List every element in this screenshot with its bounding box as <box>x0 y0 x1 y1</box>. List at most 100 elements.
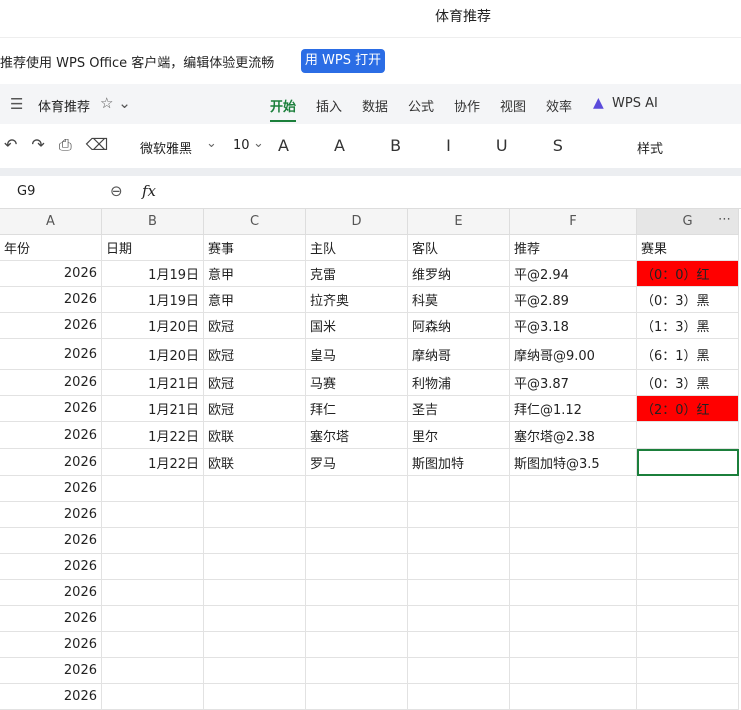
cell[interactable] <box>306 528 408 554</box>
cell[interactable]: 1月20日 <box>102 313 204 339</box>
cell[interactable] <box>408 554 510 580</box>
menu-tab[interactable]: 协作 <box>454 100 481 115</box>
cell[interactable]: 拜仁@1.12 <box>510 396 637 422</box>
cell[interactable] <box>204 502 306 528</box>
cell[interactable] <box>408 580 510 606</box>
cell[interactable] <box>306 606 408 632</box>
cell[interactable] <box>408 606 510 632</box>
cell[interactable] <box>637 449 739 476</box>
column-header[interactable]: A <box>0 209 102 235</box>
cell[interactable]: 拉齐奥 <box>306 287 408 313</box>
cell[interactable]: 2026 <box>0 528 102 554</box>
cell[interactable]: 2026 <box>0 554 102 580</box>
menu-tab[interactable]: 公式 <box>408 100 435 115</box>
cell[interactable]: 欧冠 <box>204 339 306 370</box>
menu-tab[interactable]: 效率 <box>546 100 573 115</box>
cell[interactable]: 斯图加特@3.5 <box>510 449 637 476</box>
cell[interactable] <box>306 658 408 684</box>
fx[interactable]: fx <box>142 182 157 200</box>
cell[interactable] <box>102 632 204 658</box>
toolbar-icons[interactable]: ↶↷⎙⌫ <box>4 135 123 154</box>
cell[interactable]: 平@2.89 <box>510 287 637 313</box>
cell[interactable] <box>510 528 637 554</box>
cell[interactable]: 科莫 <box>408 287 510 313</box>
cell[interactable]: 拜仁 <box>306 396 408 422</box>
font-size[interactable]: 10 <box>233 138 250 153</box>
star-icon[interactable]: ☆ ⌄ <box>100 94 131 112</box>
cell[interactable]: 欧联 <box>204 422 306 449</box>
cell[interactable] <box>510 476 637 502</box>
cell[interactable] <box>204 554 306 580</box>
cell[interactable] <box>408 476 510 502</box>
cell[interactable]: 2026 <box>0 449 102 476</box>
cell[interactable]: 1月22日 <box>102 422 204 449</box>
cell[interactable]: 2026 <box>0 606 102 632</box>
menu-tab[interactable]: 数据 <box>362 100 389 115</box>
cell[interactable] <box>510 502 637 528</box>
cell[interactable]: 里尔 <box>408 422 510 449</box>
cell[interactable]: 1月21日 <box>102 396 204 422</box>
cell[interactable]: （2：0）红 <box>637 396 739 422</box>
cell[interactable]: 圣吉 <box>408 396 510 422</box>
cell[interactable]: 阿森纳 <box>408 313 510 339</box>
cell[interactable]: 国米 <box>306 313 408 339</box>
open-button[interactable]: 用 WPS 打开 <box>301 49 385 73</box>
cell[interactable] <box>637 422 739 449</box>
cell[interactable] <box>510 658 637 684</box>
cell[interactable] <box>510 684 637 710</box>
cell[interactable]: 2026 <box>0 287 102 313</box>
column-header[interactable]: F <box>510 209 637 235</box>
column-header[interactable]: G <box>637 209 739 235</box>
cell[interactable] <box>102 528 204 554</box>
cell[interactable]: 1月20日 <box>102 339 204 370</box>
cell[interactable]: 欧冠 <box>204 396 306 422</box>
cell[interactable]: 塞尔塔@2.38 <box>510 422 637 449</box>
cell[interactable]: 克雷 <box>306 261 408 287</box>
cell[interactable] <box>204 580 306 606</box>
cell[interactable] <box>102 606 204 632</box>
cell[interactable]: （0：0）红 <box>637 261 739 287</box>
cell[interactable]: 客队 <box>408 235 510 261</box>
doc-name[interactable]: 体育推荐 <box>38 100 91 115</box>
cell[interactable]: 摩纳哥@9.00 <box>510 339 637 370</box>
cell[interactable]: 2026 <box>0 684 102 710</box>
cell[interactable] <box>510 580 637 606</box>
cell[interactable]: 年份 <box>0 235 102 261</box>
cell[interactable] <box>204 658 306 684</box>
cell[interactable]: 2026 <box>0 632 102 658</box>
cell[interactable]: （0：3）黑 <box>637 287 739 313</box>
cell[interactable] <box>637 502 739 528</box>
cell[interactable]: 2026 <box>0 476 102 502</box>
cell[interactable]: 欧联 <box>204 449 306 476</box>
cell[interactable] <box>637 632 739 658</box>
cell[interactable]: 1月19日 <box>102 287 204 313</box>
cell[interactable]: （0：3）黑 <box>637 370 739 396</box>
cell[interactable]: 欧冠 <box>204 313 306 339</box>
cell[interactable]: 欧冠 <box>204 370 306 396</box>
menu-tab[interactable]: 视图 <box>500 100 527 115</box>
cell[interactable]: 1月19日 <box>102 261 204 287</box>
cell[interactable] <box>510 554 637 580</box>
style-button[interactable]: 样式 <box>637 142 664 157</box>
cell[interactable]: 维罗纳 <box>408 261 510 287</box>
cell[interactable] <box>637 554 739 580</box>
cell[interactable] <box>204 528 306 554</box>
cell[interactable]: 平@2.94 <box>510 261 637 287</box>
cell[interactable] <box>637 606 739 632</box>
cell[interactable]: 2026 <box>0 580 102 606</box>
column-header[interactable]: B <box>102 209 204 235</box>
cell[interactable] <box>102 502 204 528</box>
cell[interactable] <box>510 606 637 632</box>
cell[interactable] <box>102 554 204 580</box>
cell[interactable]: 推荐 <box>510 235 637 261</box>
cell[interactable] <box>102 684 204 710</box>
cell[interactable]: 1月22日 <box>102 449 204 476</box>
cell[interactable] <box>204 476 306 502</box>
cell[interactable]: 意甲 <box>204 287 306 313</box>
cell[interactable] <box>637 658 739 684</box>
cell[interactable] <box>637 684 739 710</box>
menu-icon[interactable]: ☰ <box>10 95 24 113</box>
cell[interactable]: 平@3.87 <box>510 370 637 396</box>
cell[interactable] <box>306 632 408 658</box>
cell[interactable]: 马赛 <box>306 370 408 396</box>
